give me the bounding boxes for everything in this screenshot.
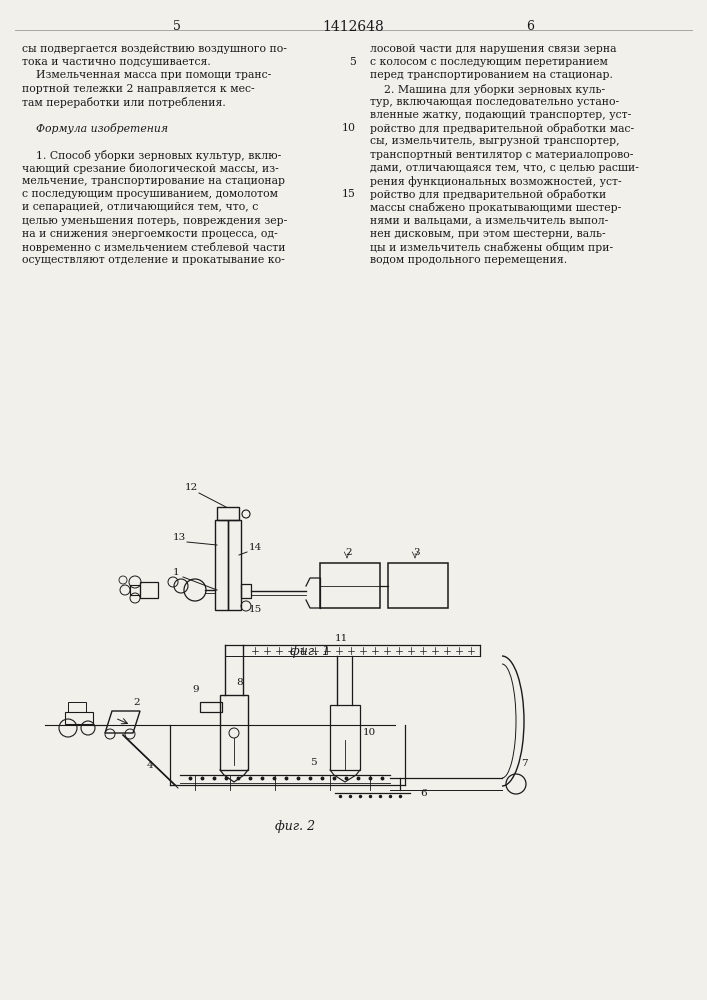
- Text: 5: 5: [310, 758, 317, 767]
- Text: и сепарацией, отличающийся тем, что, с: и сепарацией, отличающийся тем, что, с: [22, 202, 258, 212]
- Text: Измельченная масса при помощи транс-: Измельченная масса при помощи транс-: [22, 70, 271, 80]
- Text: с колосом с последующим перетиранием: с колосом с последующим перетиранием: [370, 57, 608, 67]
- Text: 2. Машина для уборки зерновых куль-: 2. Машина для уборки зерновых куль-: [370, 84, 605, 95]
- Text: 10: 10: [363, 728, 376, 737]
- Text: лосовой части для нарушения связи зерна: лосовой части для нарушения связи зерна: [370, 44, 617, 54]
- Text: там переработки или потребления.: там переработки или потребления.: [22, 97, 226, 108]
- Text: чающий срезание биологической массы, из-: чающий срезание биологической массы, из-: [22, 163, 279, 174]
- Text: на и снижения энергоемкости процесса, од-: на и снижения энергоемкости процесса, од…: [22, 229, 278, 239]
- Text: перед транспортированием на стационар.: перед транспортированием на стационар.: [370, 70, 613, 80]
- Text: новременно с измельчением стеблевой части: новременно с измельчением стеблевой част…: [22, 242, 286, 253]
- Text: 5: 5: [173, 20, 181, 33]
- Text: нями и вальцами, а измельчитель выпол-: нями и вальцами, а измельчитель выпол-: [370, 216, 608, 226]
- Bar: [68, 702, 86, 712]
- Bar: [65, 712, 93, 724]
- Text: сы, измельчитель, выгрузной транспортер,: сы, измельчитель, выгрузной транспортер,: [370, 136, 619, 146]
- Text: нен дисковым, при этом шестерни, валь-: нен дисковым, при этом шестерни, валь-: [370, 229, 606, 239]
- Text: 8: 8: [236, 678, 243, 687]
- Bar: [215, 520, 228, 610]
- Bar: [388, 563, 448, 608]
- Text: 12: 12: [185, 483, 198, 492]
- Text: вленные жатку, подающий транспортер, уст-: вленные жатку, подающий транспортер, уст…: [370, 110, 631, 120]
- Text: 1. Способ уборки зерновых культур, вклю-: 1. Способ уборки зерновых культур, вклю-: [22, 150, 281, 161]
- Text: фиг. 1: фиг. 1: [290, 645, 330, 658]
- Bar: [220, 695, 248, 770]
- Text: дами, отличающаяся тем, что, с целью расши-: дами, отличающаяся тем, что, с целью рас…: [370, 163, 639, 173]
- Text: 13: 13: [173, 533, 186, 542]
- Bar: [130, 585, 140, 595]
- Text: 1412648: 1412648: [322, 20, 384, 34]
- Text: мельчение, транспортирование на стационар: мельчение, транспортирование на стациона…: [22, 176, 285, 186]
- Bar: [330, 705, 360, 770]
- Text: 7: 7: [521, 759, 527, 768]
- Text: ройство для предварительной обработки мас-: ройство для предварительной обработки ма…: [370, 123, 634, 134]
- Bar: [140, 582, 158, 598]
- Bar: [217, 507, 239, 520]
- Bar: [241, 584, 251, 598]
- Text: 3: 3: [413, 548, 420, 557]
- Text: транспортный вентилятор с материалопрово-: транспортный вентилятор с материалопрово…: [370, 150, 633, 160]
- Text: ройство для предварительной обработки: ройство для предварительной обработки: [370, 189, 606, 200]
- Text: фиг. 2: фиг. 2: [275, 820, 315, 833]
- Text: цы и измельчитель снабжены общим при-: цы и измельчитель снабжены общим при-: [370, 242, 613, 253]
- Text: 5: 5: [349, 57, 356, 67]
- Text: 6: 6: [420, 789, 426, 798]
- Text: тур, включающая последовательно устано-: тур, включающая последовательно устано-: [370, 97, 619, 107]
- Text: водом продольного перемещения.: водом продольного перемещения.: [370, 255, 567, 265]
- Text: с последующим просушиванием, домолотом: с последующим просушиванием, домолотом: [22, 189, 278, 199]
- Bar: [200, 702, 222, 712]
- Text: целью уменьшения потерь, повреждения зер-: целью уменьшения потерь, повреждения зер…: [22, 216, 287, 226]
- Text: 4: 4: [147, 761, 153, 770]
- Text: осуществляют отделение и прокатывание ко-: осуществляют отделение и прокатывание ко…: [22, 255, 285, 265]
- Text: 14: 14: [249, 543, 262, 552]
- Bar: [228, 520, 241, 610]
- Text: Формула изобретения: Формула изобретения: [22, 123, 168, 134]
- Text: 11: 11: [335, 634, 349, 643]
- Text: 6: 6: [526, 20, 534, 33]
- Text: тока и частично подсушивается.: тока и частично подсушивается.: [22, 57, 211, 67]
- Text: сы подвергается воздействию воздушного по-: сы подвергается воздействию воздушного п…: [22, 44, 287, 54]
- Text: 15: 15: [342, 189, 356, 199]
- Text: 9: 9: [192, 685, 199, 694]
- Text: 2: 2: [133, 698, 139, 707]
- Text: 15: 15: [249, 605, 262, 614]
- Text: рения функциональных возможностей, уст-: рения функциональных возможностей, уст-: [370, 176, 621, 187]
- Text: 1: 1: [173, 568, 180, 577]
- Text: 2: 2: [345, 548, 351, 557]
- Text: массы снабжено прокатывающими шестер-: массы снабжено прокатывающими шестер-: [370, 202, 621, 213]
- Bar: [320, 563, 380, 608]
- Text: портной тележки 2 направляется к мес-: портной тележки 2 направляется к мес-: [22, 84, 255, 94]
- Text: 10: 10: [342, 123, 356, 133]
